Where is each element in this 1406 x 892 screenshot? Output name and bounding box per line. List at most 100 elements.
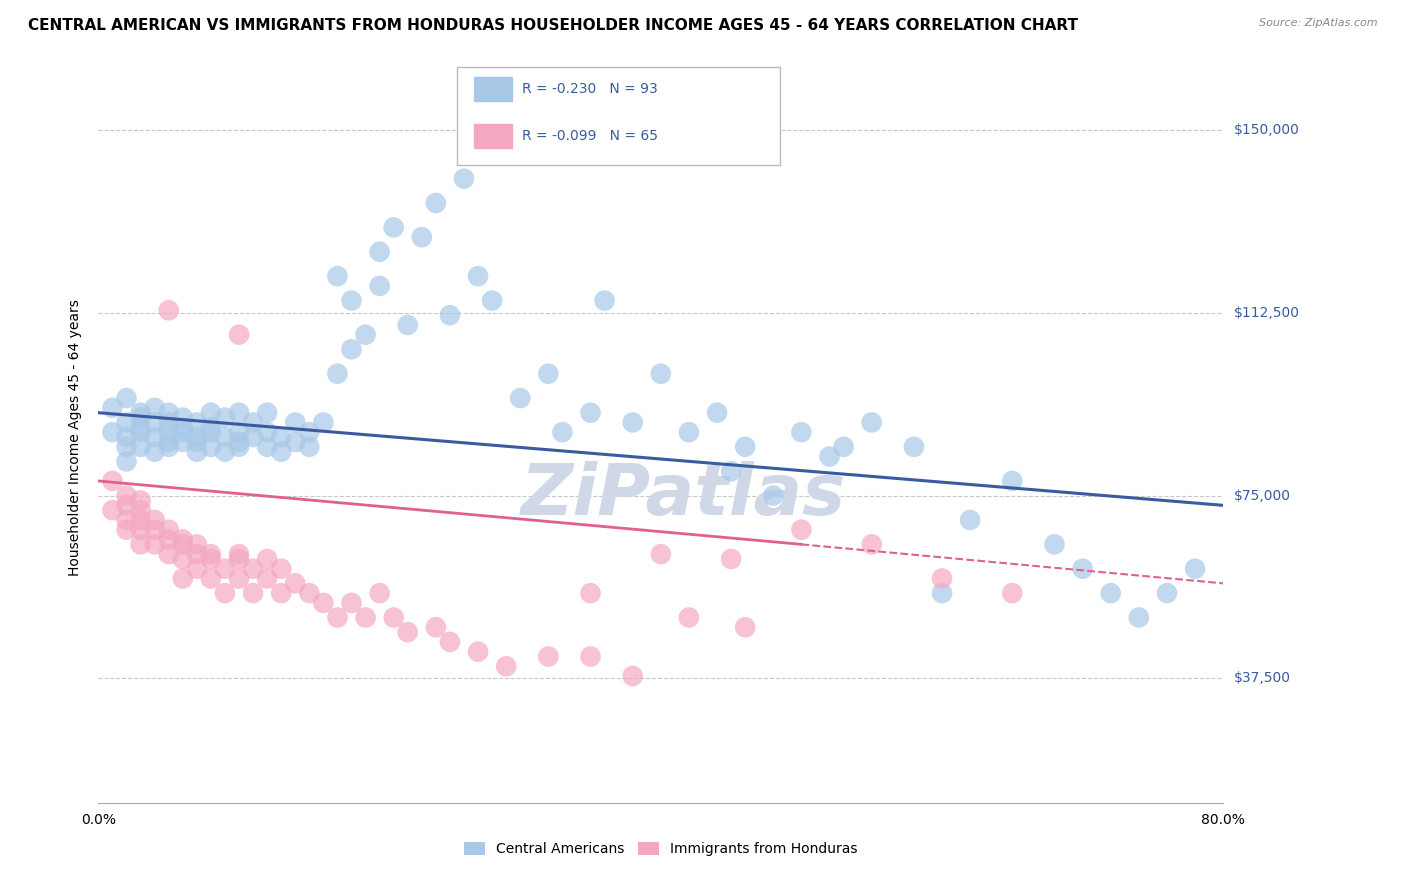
Point (1043, 537, 1066, 551)
Point (790, 523, 813, 537)
Point (115, 440, 138, 454)
Point (354, 610, 377, 624)
Point (256, 440, 278, 454)
Point (101, 401, 124, 415)
Point (537, 367, 560, 381)
Point (453, 171, 475, 186)
Point (157, 416, 180, 430)
Point (115, 430, 138, 444)
Point (228, 434, 250, 449)
Text: $112,500: $112,500 (1234, 306, 1301, 319)
Point (790, 425, 813, 440)
Point (228, 552, 250, 566)
Text: ZiPatlas: ZiPatlas (520, 461, 846, 530)
Point (172, 572, 194, 586)
Point (720, 552, 742, 566)
Point (509, 391, 531, 405)
Point (368, 244, 391, 259)
Point (228, 406, 250, 420)
Point (270, 586, 292, 600)
Point (143, 537, 166, 551)
Point (368, 586, 391, 600)
Point (425, 620, 447, 634)
Point (270, 444, 292, 458)
Point (115, 454, 138, 468)
Point (157, 303, 180, 318)
Point (439, 308, 461, 322)
Point (129, 406, 152, 420)
Point (270, 430, 292, 444)
Point (298, 586, 321, 600)
Point (200, 547, 222, 561)
Point (621, 416, 644, 430)
Point (762, 489, 785, 503)
Point (467, 269, 489, 284)
Point (931, 572, 953, 586)
Point (734, 440, 756, 454)
Point (1128, 610, 1150, 624)
Point (172, 552, 194, 566)
Point (242, 586, 264, 600)
Text: $37,500: $37,500 (1234, 672, 1291, 685)
Point (157, 547, 180, 561)
Text: Source: ZipAtlas.com: Source: ZipAtlas.com (1260, 18, 1378, 28)
Point (172, 420, 194, 434)
Point (270, 562, 292, 576)
Point (242, 562, 264, 576)
Point (214, 586, 236, 600)
Point (481, 293, 503, 308)
Point (200, 420, 222, 434)
Point (284, 576, 307, 591)
Point (143, 523, 166, 537)
Point (593, 293, 616, 308)
Point (115, 391, 138, 405)
Point (650, 547, 672, 561)
Point (340, 293, 363, 308)
Point (678, 610, 700, 624)
Point (1071, 562, 1094, 576)
Point (200, 406, 222, 420)
Legend: Central Americans, Immigrants from Honduras: Central Americans, Immigrants from Hondu… (458, 837, 863, 862)
Point (228, 425, 250, 440)
Point (143, 513, 166, 527)
Point (129, 493, 152, 508)
Point (129, 537, 152, 551)
Point (1099, 586, 1122, 600)
Point (354, 327, 377, 342)
Point (382, 220, 405, 235)
Point (115, 513, 138, 527)
Point (256, 406, 278, 420)
Point (931, 586, 953, 600)
Point (1184, 562, 1206, 576)
Point (228, 547, 250, 561)
Point (228, 572, 250, 586)
Point (818, 450, 841, 464)
Point (734, 620, 756, 634)
Point (832, 440, 855, 454)
Text: CENTRAL AMERICAN VS IMMIGRANTS FROM HONDURAS HOUSEHOLDER INCOME AGES 45 - 64 YEA: CENTRAL AMERICAN VS IMMIGRANTS FROM HOND… (28, 18, 1078, 33)
Point (368, 279, 391, 293)
Point (143, 416, 166, 430)
Point (537, 649, 560, 664)
Point (172, 533, 194, 547)
Point (242, 430, 264, 444)
Point (298, 425, 321, 440)
Point (312, 596, 335, 610)
Point (200, 552, 222, 566)
Point (101, 425, 124, 440)
Point (228, 440, 250, 454)
Point (256, 552, 278, 566)
Point (157, 434, 180, 449)
Point (214, 562, 236, 576)
Point (172, 425, 194, 440)
Point (396, 318, 419, 332)
Point (256, 425, 278, 440)
Point (143, 401, 166, 415)
Point (579, 586, 602, 600)
Point (256, 572, 278, 586)
Point (284, 416, 307, 430)
Point (1001, 474, 1024, 488)
Point (157, 425, 180, 440)
Point (425, 196, 447, 211)
Point (129, 420, 152, 434)
